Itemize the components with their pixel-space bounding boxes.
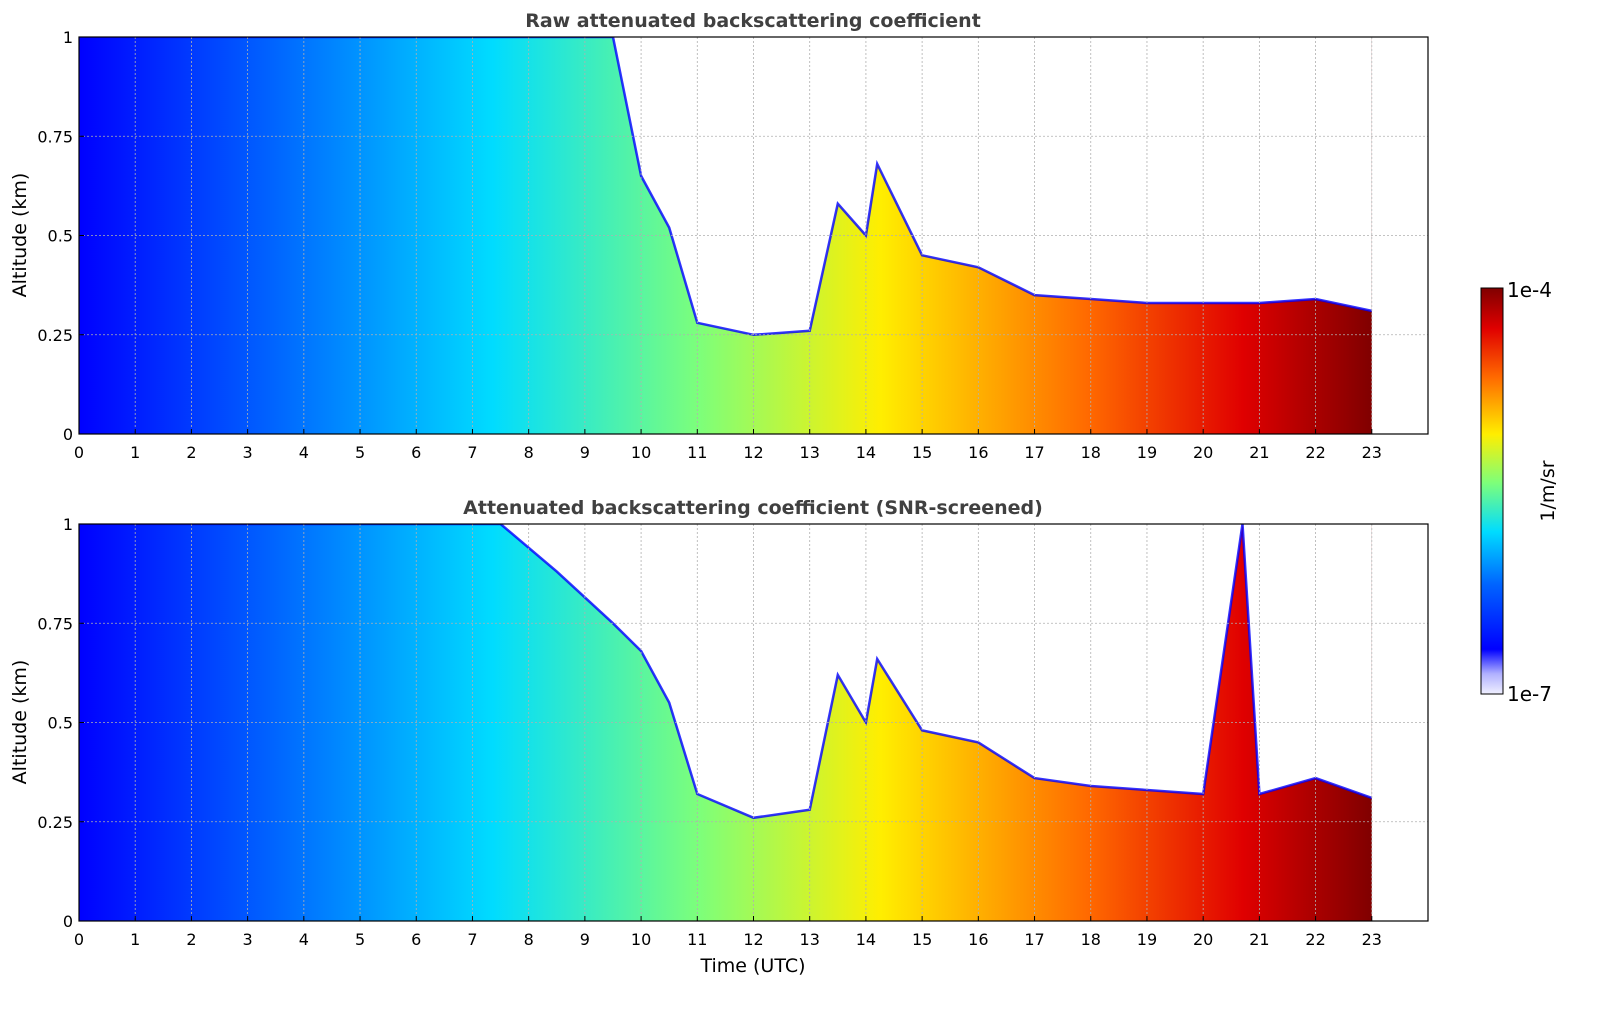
y-axis-label: Altitude (km) <box>9 173 31 298</box>
x-tick-label: 6 <box>411 930 421 949</box>
x-tick-label: 2 <box>186 443 196 462</box>
x-tick-label: 5 <box>355 443 365 462</box>
x-tick-label: 22 <box>1305 443 1325 462</box>
x-tick-label: 13 <box>800 443 820 462</box>
boundary-layer-top-line <box>79 524 1373 820</box>
y-tick-label: 0 <box>63 912 73 931</box>
y-tick-label: 0.5 <box>48 227 73 246</box>
x-tick-label: 4 <box>299 930 309 949</box>
x-tick-label: 5 <box>355 930 365 949</box>
x-tick-label: 20 <box>1193 930 1213 949</box>
colorbar-gradient <box>1480 287 1504 695</box>
x-tick-label: 21 <box>1249 930 1269 949</box>
x-tick-label: 21 <box>1249 443 1269 462</box>
clear-air-mask <box>79 524 1372 818</box>
colorbar-min-label: 1e-7 <box>1507 682 1552 706</box>
y-tick-label: 0.5 <box>48 714 73 733</box>
x-tick-label: 9 <box>580 443 590 462</box>
x-tick-label: 7 <box>467 443 477 462</box>
x-tick-label: 19 <box>1137 443 1157 462</box>
x-tick-label: 10 <box>631 443 651 462</box>
y-tick-label: 0.25 <box>37 813 73 832</box>
y-tick-label: 0.25 <box>37 326 73 345</box>
x-tick-label: 7 <box>467 930 477 949</box>
y-tick-label: 1 <box>63 515 73 534</box>
x-tick-label: 19 <box>1137 930 1157 949</box>
x-tick-label: 16 <box>968 930 988 949</box>
x-tick-label: 16 <box>968 443 988 462</box>
x-tick-label: 3 <box>243 930 253 949</box>
x-tick-label: 11 <box>687 443 707 462</box>
x-tick-label: 8 <box>524 930 534 949</box>
y-axis-label: Altitude (km) <box>9 660 31 785</box>
chart-title: Attenuated backscattering coefficient (S… <box>463 497 1043 519</box>
x-tick-label: 17 <box>1024 930 1044 949</box>
x-tick-label: 6 <box>411 443 421 462</box>
x-tick-label: 1 <box>130 930 140 949</box>
x-tick-label: 0 <box>74 443 84 462</box>
x-tick-label: 12 <box>743 930 763 949</box>
y-tick-label: 0.75 <box>37 127 73 146</box>
heatmap-area <box>79 37 1428 434</box>
x-tick-label: 13 <box>800 930 820 949</box>
x-tick-label: 2 <box>186 930 196 949</box>
x-tick-label: 1 <box>130 443 140 462</box>
x-tick-label: 0 <box>74 930 84 949</box>
x-tick-label: 4 <box>299 443 309 462</box>
snr-screened-backscatter-panel: Attenuated backscattering coefficient (S… <box>9 497 1429 977</box>
x-tick-label: 3 <box>243 443 253 462</box>
x-tick-label: 11 <box>687 930 707 949</box>
raw-backscatter-panel: Raw attenuated backscattering coefficien… <box>9 10 1429 462</box>
x-tick-label: 12 <box>743 443 763 462</box>
y-tick-label: 0 <box>63 425 73 444</box>
x-tick-label: 9 <box>580 930 590 949</box>
colorbar-unit-label: 1/m/sr <box>1537 460 1559 521</box>
x-tick-label: 10 <box>631 930 651 949</box>
x-tick-label: 8 <box>524 443 534 462</box>
x-tick-label: 18 <box>1081 930 1101 949</box>
colorbar: 1e-4 1e-7 1/m/sr <box>1480 278 1559 706</box>
clear-air-mask <box>79 37 1372 335</box>
x-tick-label: 15 <box>912 443 932 462</box>
heatmap-area <box>79 524 1428 921</box>
x-tick-label: 23 <box>1362 443 1382 462</box>
y-tick-label: 0.75 <box>37 614 73 633</box>
x-tick-label: 14 <box>856 930 876 949</box>
x-tick-label: 17 <box>1024 443 1044 462</box>
chart-title: Raw attenuated backscattering coefficien… <box>525 10 981 32</box>
x-tick-label: 20 <box>1193 443 1213 462</box>
colorbar-max-label: 1e-4 <box>1507 278 1552 302</box>
x-tick-label: 18 <box>1081 443 1101 462</box>
x-tick-label: 22 <box>1305 930 1325 949</box>
x-tick-label: 23 <box>1362 930 1382 949</box>
x-axis-label: Time (UTC) <box>699 955 805 977</box>
boundary-layer-top-line <box>79 37 1373 337</box>
x-tick-label: 14 <box>856 443 876 462</box>
y-tick-label: 1 <box>63 28 73 47</box>
x-tick-label: 15 <box>912 930 932 949</box>
